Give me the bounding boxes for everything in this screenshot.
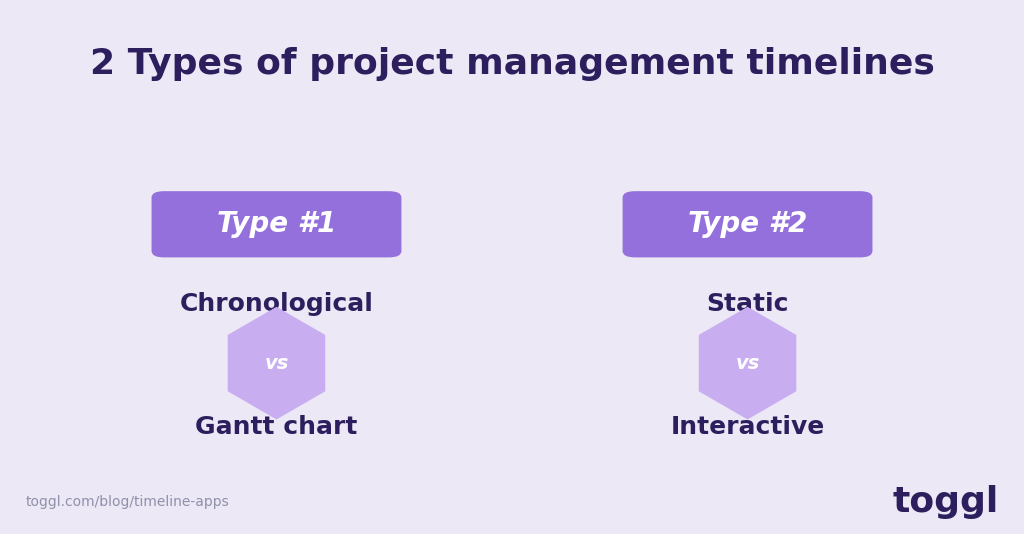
Polygon shape xyxy=(227,307,326,419)
Text: vs: vs xyxy=(735,354,760,373)
Text: 2 Types of project management timelines: 2 Types of project management timelines xyxy=(89,47,935,81)
Text: Type #2: Type #2 xyxy=(688,210,807,238)
FancyBboxPatch shape xyxy=(152,191,401,257)
Polygon shape xyxy=(698,307,797,419)
Text: Gantt chart: Gantt chart xyxy=(196,415,357,439)
Text: Interactive: Interactive xyxy=(671,415,824,439)
Text: toggl: toggl xyxy=(892,485,998,519)
FancyBboxPatch shape xyxy=(623,191,872,257)
Text: vs: vs xyxy=(264,354,289,373)
Text: Chronological: Chronological xyxy=(179,293,374,316)
Text: Static: Static xyxy=(707,293,788,316)
Text: Type #1: Type #1 xyxy=(217,210,336,238)
Text: toggl.com/blog/timeline-apps: toggl.com/blog/timeline-apps xyxy=(26,495,229,509)
